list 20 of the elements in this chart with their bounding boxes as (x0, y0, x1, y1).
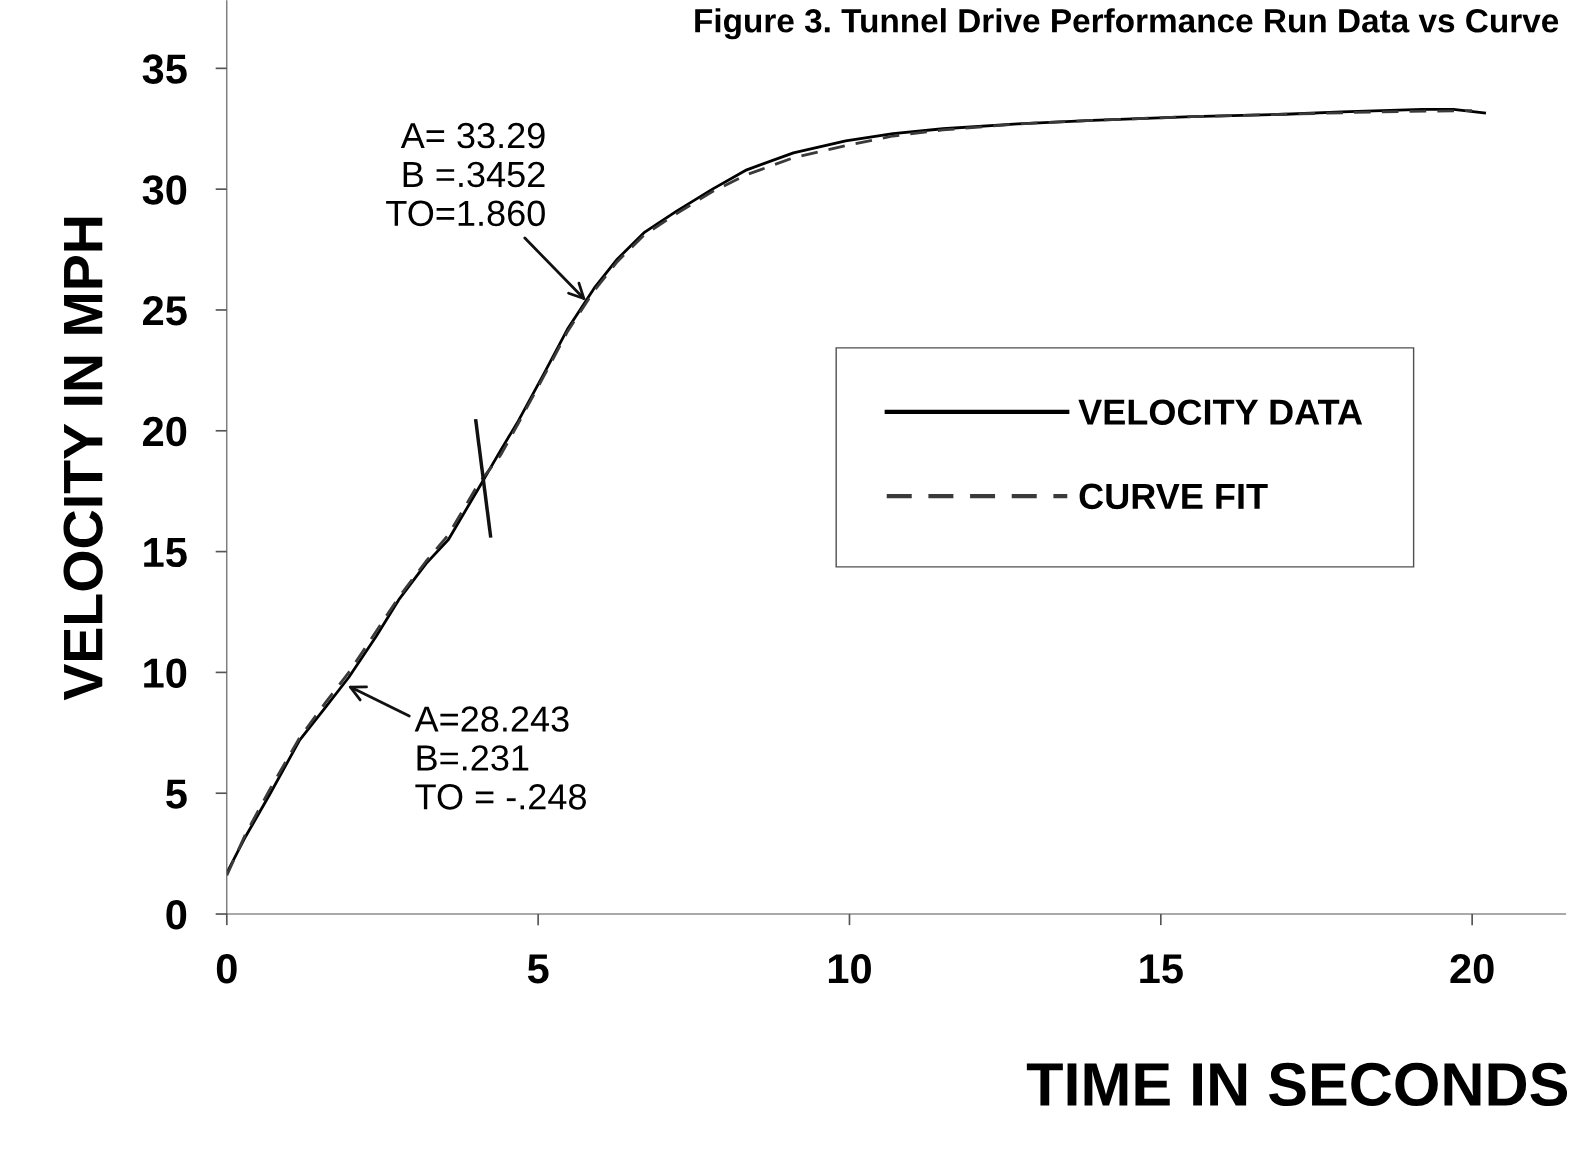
y-tick-label: 10 (144, 658, 187, 688)
y-tick-label: 35 (142, 54, 187, 84)
x-axis-title: TIME IN SECONDS (1026, 1062, 1568, 1107)
y-tick-label: 30 (142, 175, 187, 205)
y-tick-label: 25 (143, 295, 187, 326)
x-tick-label: 20 (1450, 954, 1494, 984)
x-tick-label: 10 (828, 954, 871, 984)
chart-title: Figure 3. Tunnel Drive Performance Run Data vs Curve (695, 8, 1559, 40)
annotation: A=28.243 B=.231 TO = -.248 (414, 706, 586, 810)
y-axis-title: VELOCITY IN MPH (63, 217, 103, 701)
x-tick-label: 0 (216, 954, 237, 984)
x-tick-label: 15 (1140, 954, 1183, 984)
y-tick-label: 5 (166, 779, 187, 809)
y-tick-label: 15 (144, 538, 187, 568)
legend-label: VELOCITY DATA (1078, 399, 1363, 425)
y-tick-label: 20 (143, 416, 187, 447)
x-tick-label: 5 (527, 954, 549, 984)
y-tick-label: 0 (166, 900, 187, 930)
annotation: A= 33.29 B =.3452 TO=1.860 (386, 122, 545, 227)
legend-label: CURVE FIT (1079, 483, 1268, 510)
